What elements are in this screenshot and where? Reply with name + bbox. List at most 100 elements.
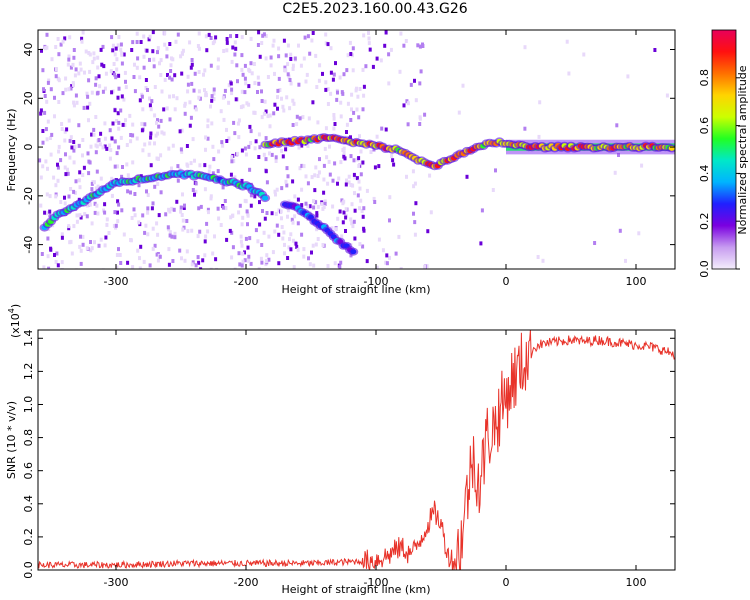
spectrogram-noise-cell: [223, 88, 227, 93]
spectrogram-noise-cell: [265, 253, 269, 258]
snr-y-tick-label: 0.8: [22, 429, 35, 447]
spectrogram-noise-cell: [349, 183, 353, 187]
spectrogram-noise-cell: [87, 118, 90, 123]
spectrogram-noise-cell: [240, 53, 244, 58]
spectrogram-noise-cell: [70, 145, 74, 150]
spectrogram-noise-cell: [111, 48, 115, 53]
spectrogram-noise-cell: [168, 233, 172, 238]
spectrogram-noise-cell: [116, 111, 120, 116]
spectrogram-noise-cell: [42, 87, 45, 92]
spectrogram-noise-cell: [169, 63, 173, 68]
spectrogram-noise-cell: [75, 219, 79, 224]
spectrogram-noise-cell: [131, 265, 135, 269]
spectrogram-noise-cell: [94, 82, 98, 87]
spectrogram-noise-cell: [213, 234, 216, 239]
spectrogram-noise-cell: [185, 219, 189, 223]
spectrogram-noise-cell: [336, 90, 339, 95]
spectrogram-noise-cell: [262, 32, 266, 37]
snr-x-label: Height of straight line (km): [281, 583, 430, 596]
spectrogram-noise-cell: [344, 215, 348, 220]
spectrogram-noise-cell: [113, 108, 117, 113]
spectrogram-noise-cell: [204, 135, 208, 140]
spectrogram-noise-cell: [243, 63, 247, 68]
spectrogram-noise-cell: [63, 201, 67, 206]
spectrogram-noise-cell: [274, 159, 278, 163]
spectrogram-noise-cell: [243, 146, 247, 151]
spectrogram-noise-cell: [283, 65, 287, 70]
spectrogram-noise-cell: [312, 205, 316, 210]
spectrogram-noise-cell: [155, 156, 159, 161]
spectrogram-noise-cell: [101, 44, 105, 49]
spectrogram-noise-cell: [113, 52, 117, 57]
spectrogram-noise-cell: [288, 78, 292, 82]
spectrogram-noise-cell: [306, 34, 310, 39]
spectrogram-noise-cell: [167, 207, 171, 212]
spectrogram-noise-cell: [151, 30, 155, 35]
spectrogram-noise-cell: [389, 47, 393, 52]
snr-x-tick-label: 100: [626, 576, 647, 589]
spectrogram-noise-cell: [186, 74, 190, 79]
spectrogram-noise-cell: [79, 261, 83, 266]
spectrogram-noise-cell: [166, 73, 169, 77]
spectrogram-noise-cell: [399, 267, 403, 269]
spectrogram-noise-cell: [203, 187, 207, 192]
spectrogram-noise-cell: [342, 210, 346, 215]
spectrogram-noise-cell: [286, 72, 290, 77]
spectrogram-noise-cell: [286, 208, 290, 213]
spectrogram-noise-cell: [173, 73, 177, 78]
spectrogram-noise-cell: [146, 210, 150, 215]
spectrogram-noise-cell: [173, 231, 177, 236]
spectrogram-noise-cell: [52, 175, 56, 180]
spectrogram-noise-cell: [358, 87, 362, 91]
spectrogram-noise-cell: [139, 244, 143, 249]
colorbar-gradient: [712, 30, 736, 269]
spectrogram-noise-cell: [211, 144, 215, 149]
spectrogram-noise-cell: [240, 35, 244, 40]
spectrogram-noise-cell: [72, 189, 76, 194]
spectrogram-noise-cell: [274, 155, 278, 160]
spectrogram-noise-cell: [282, 108, 286, 113]
spectrogram-noise-cell: [414, 98, 418, 103]
spectrogram-noise-cell: [77, 178, 81, 183]
spectrogram-noise-cell: [131, 40, 135, 45]
spectrogram-noise-cell: [257, 81, 261, 86]
spectrogram-noise-cell: [79, 215, 83, 220]
spectrogram-noise-cell: [97, 138, 101, 142]
spectrogram-noise-cell: [353, 208, 357, 213]
spectrogram-noise-cell: [148, 96, 151, 101]
spectrogram-noise-cell: [128, 113, 132, 118]
spectrogram-noise-cell: [361, 107, 365, 112]
spectrogram-noise-cell: [223, 199, 227, 203]
spectrogram-noise-cell: [81, 234, 85, 239]
spectrogram-noise-cell: [59, 158, 63, 163]
spectrogram-noise-cell: [311, 31, 315, 35]
snr-y-label: SNR (10 * v/v): [5, 401, 18, 479]
spectrogram-noise-cell: [80, 39, 84, 44]
spectrogram-noise-cell: [340, 90, 344, 95]
spectrogram-noise-cell: [273, 229, 277, 234]
spectrogram-noise-cell: [252, 62, 256, 66]
spectrogram-noise-cell: [278, 88, 282, 92]
spectrogram-noise-cell: [145, 48, 149, 53]
spectrogram-noise-cell: [86, 94, 90, 99]
spectrogram-noise-cell: [229, 215, 233, 220]
spectrogram-noise-cell: [39, 203, 43, 208]
spectrogram-noise-cell: [234, 46, 238, 51]
spectrogram-noise-cell: [109, 148, 113, 153]
spectrogram-noise-cell: [186, 82, 190, 87]
spectrogram-noise-cell: [67, 87, 71, 92]
spectrogram-noise-cell: [326, 181, 330, 186]
spectrogram-noise-cell: [72, 148, 76, 153]
spectrogram-noise-cell: [85, 91, 89, 96]
spectrogram-noise-cell: [246, 213, 250, 218]
spectrogram-noise-cell: [197, 31, 201, 36]
spectrogram-noise-cell: [155, 120, 158, 125]
spectrogram-noise-cell: [56, 178, 60, 183]
spectrogram-noise-cell: [43, 46, 47, 51]
spectrogram-noise-cell: [46, 119, 50, 124]
spectrogram-noise-cell: [143, 122, 147, 127]
spectrogram-noise-cell: [138, 256, 141, 261]
spectrogram-noise-cell: [219, 109, 223, 114]
spectrogram-noise-cell: [156, 46, 160, 51]
spectrogram-noise-cell: [78, 61, 82, 66]
